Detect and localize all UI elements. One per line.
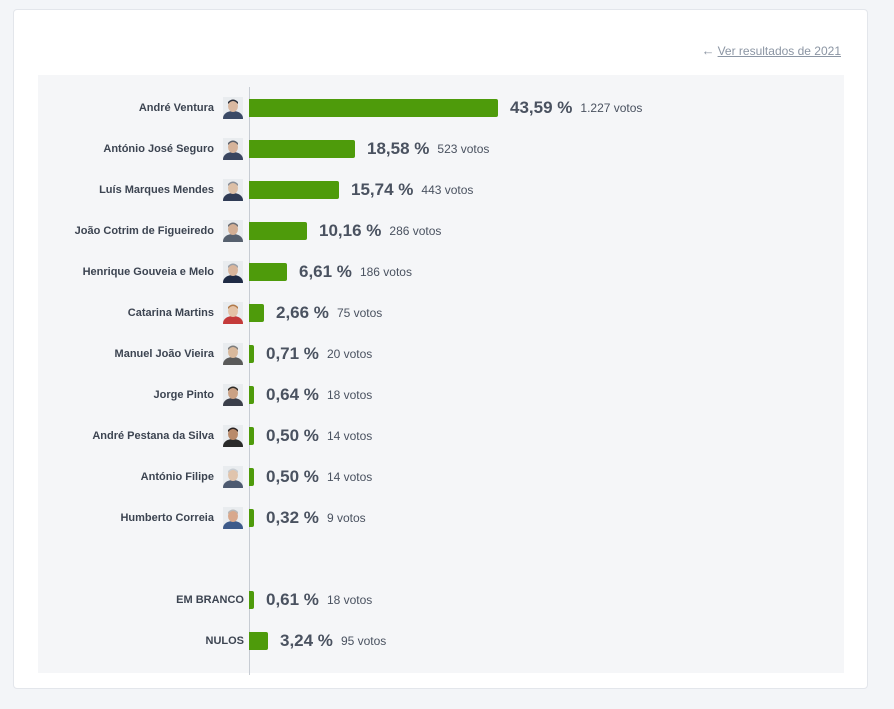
percentage-label: 3,24 % bbox=[280, 631, 333, 650]
result-row: André Pestana da Silva 0,50 % 14 votos bbox=[38, 424, 844, 448]
votes-label: 95 votos bbox=[340, 634, 387, 648]
percentage-label: 0,71 % bbox=[266, 344, 319, 363]
candidate-photo-icon bbox=[223, 425, 243, 447]
candidate-photo-icon bbox=[223, 220, 243, 242]
result-bar bbox=[249, 345, 254, 363]
result-row: Manuel João Vieira 0,71 % 20 votos bbox=[38, 342, 844, 366]
candidate-photo-icon bbox=[223, 466, 243, 488]
result-row: Catarina Martins 2,66 % 75 votos bbox=[38, 301, 844, 325]
result-bar bbox=[249, 99, 498, 117]
result-bar bbox=[249, 591, 254, 609]
percentage-label: 18,58 % bbox=[367, 139, 430, 158]
result-row: EM BRANCO 0,61 % 18 votos bbox=[38, 588, 844, 612]
previous-results-link[interactable]: ← Ver resultados de 2021 bbox=[702, 43, 841, 58]
candidate-photo-icon bbox=[223, 261, 243, 283]
votes-label: 18 votos bbox=[326, 388, 373, 402]
result-row: Luís Marques Mendes 15,74 % 443 votos bbox=[38, 178, 844, 202]
result-row: André Ventura 43,59 % 1.227 votos bbox=[38, 96, 844, 120]
candidate-photo-icon bbox=[223, 97, 243, 119]
result-bar bbox=[249, 509, 254, 527]
votes-label: 286 votos bbox=[389, 224, 442, 238]
percentage-label: 0,50 % bbox=[266, 467, 319, 486]
candidate-photo-icon bbox=[223, 343, 243, 365]
votes-label: 75 votos bbox=[336, 306, 383, 320]
result-bar bbox=[249, 263, 287, 281]
votes-label: 20 votos bbox=[326, 347, 373, 361]
candidate-name-label: Henrique Gouveia e Melo bbox=[82, 266, 214, 278]
percentage-label: 0,32 % bbox=[266, 508, 319, 527]
result-bar bbox=[249, 222, 307, 240]
percentage-label: 0,64 % bbox=[266, 385, 319, 404]
votes-label: 523 votos bbox=[437, 142, 490, 156]
votes-label: 1.227 votos bbox=[580, 101, 643, 115]
percentage-label: 0,50 % bbox=[266, 426, 319, 445]
candidate-name-label: António Filipe bbox=[140, 471, 214, 483]
result-bar bbox=[249, 386, 254, 404]
candidate-name-label: António José Seguro bbox=[103, 143, 214, 155]
candidate-photo-icon bbox=[223, 384, 243, 406]
result-bar bbox=[249, 140, 355, 158]
result-row: Jorge Pinto 0,64 % 18 votos bbox=[38, 383, 844, 407]
votes-label: 18 votos bbox=[326, 593, 373, 607]
result-row: NULOS 3,24 % 95 votos bbox=[38, 629, 844, 653]
percentage-label: 15,74 % bbox=[351, 180, 414, 199]
chart-axis-line bbox=[249, 87, 250, 675]
votes-label: 186 votos bbox=[359, 265, 412, 279]
candidate-name-label: João Cotrim de Figueiredo bbox=[74, 225, 214, 237]
candidate-photo-icon bbox=[223, 302, 243, 324]
candidate-name-label: André Ventura bbox=[138, 102, 214, 114]
result-bar bbox=[249, 468, 254, 486]
candidate-photo-icon bbox=[223, 507, 243, 529]
percentage-label: 43,59 % bbox=[510, 98, 573, 117]
votes-label: 14 votos bbox=[326, 429, 373, 443]
candidate-name-label: Luís Marques Mendes bbox=[99, 184, 214, 196]
percentage-label: 10,16 % bbox=[319, 221, 382, 240]
candidate-name-label: EM BRANCO bbox=[176, 594, 244, 606]
candidate-name-label: Humberto Correia bbox=[120, 512, 214, 524]
candidate-name-label: André Pestana da Silva bbox=[92, 430, 214, 442]
votes-label: 443 votos bbox=[421, 183, 474, 197]
arrow-left-icon: ← bbox=[701, 43, 715, 58]
candidate-name-label: Manuel João Vieira bbox=[114, 348, 214, 360]
result-row: João Cotrim de Figueiredo 10,16 % 286 voto… bbox=[38, 219, 844, 243]
results-card: ← Ver resultados de 2021 André Ventura 43… bbox=[13, 9, 868, 689]
result-bar bbox=[249, 427, 254, 445]
result-bar bbox=[249, 632, 268, 650]
candidate-name-label: Catarina Martins bbox=[127, 307, 214, 319]
result-row: António José Seguro 18,58 % 523 votos bbox=[38, 137, 844, 161]
result-bar bbox=[249, 181, 339, 199]
candidate-photo-icon bbox=[223, 138, 243, 160]
candidate-name-label: NULOS bbox=[205, 635, 245, 647]
percentage-label: 6,61 % bbox=[299, 262, 352, 281]
result-bar bbox=[249, 304, 264, 322]
result-row: Henrique Gouveia e Melo 6,61 % 186 votos bbox=[38, 260, 844, 284]
percentage-label: 0,61 % bbox=[266, 590, 319, 609]
previous-results-link-label: Ver resultados de 2021 bbox=[717, 43, 841, 58]
candidate-name-label: Jorge Pinto bbox=[153, 389, 214, 401]
result-row: António Filipe 0,50 % 14 votos bbox=[38, 465, 844, 489]
votes-label: 14 votos bbox=[326, 470, 373, 484]
candidate-photo-icon bbox=[223, 179, 243, 201]
result-row: Humberto Correia 0,32 % 9 votos bbox=[38, 506, 844, 530]
results-bar-chart: André Ventura 43,59 % 1.227 votos António J… bbox=[38, 75, 844, 675]
votes-label: 9 votos bbox=[326, 511, 366, 525]
percentage-label: 2,66 % bbox=[276, 303, 329, 322]
